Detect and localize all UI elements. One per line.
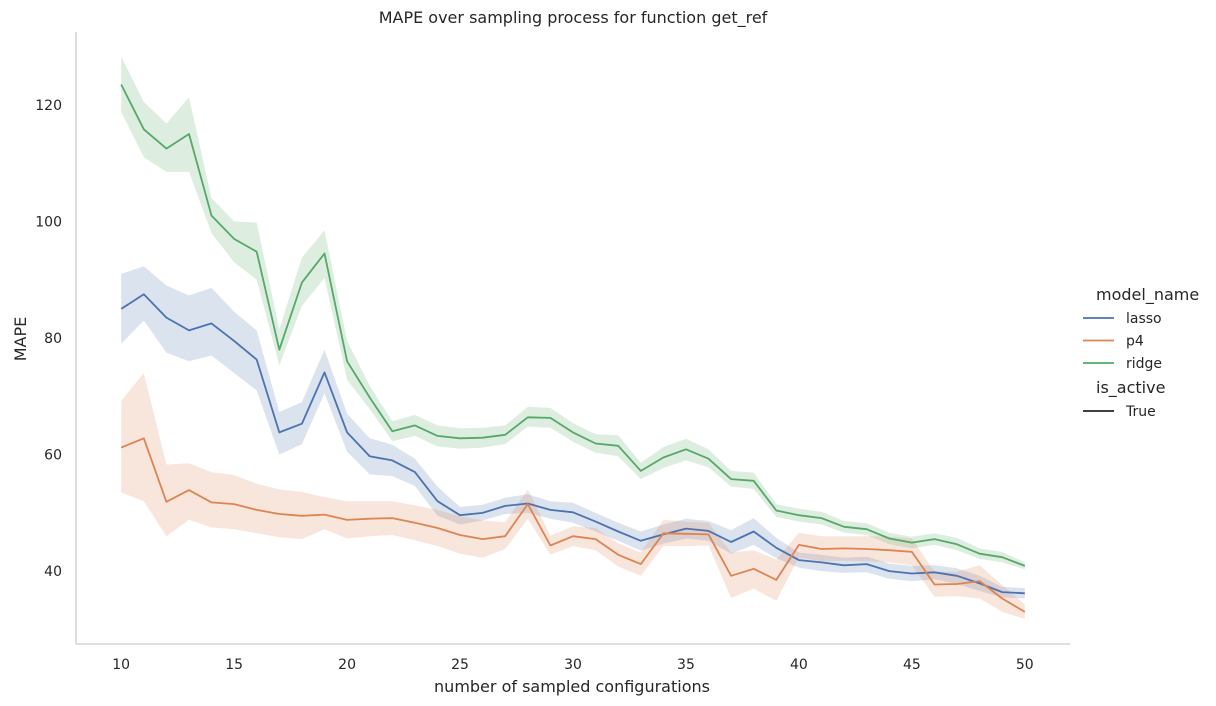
- x-tick-label: 40: [790, 657, 808, 673]
- legend-title-model-name: model_name: [1096, 285, 1199, 305]
- x-axis-label: number of sampled configurations: [434, 677, 710, 696]
- legend-label-lasso: lasso: [1126, 311, 1162, 327]
- x-tick-label: 30: [564, 657, 582, 673]
- y-tick-label: 80: [44, 331, 62, 347]
- y-tick-label: 60: [44, 448, 62, 464]
- series-line-lasso: [120, 293, 1025, 595]
- legend: model_name lasso p4 ridge is_active True: [1083, 285, 1199, 420]
- x-tick-label: 15: [225, 657, 243, 673]
- x-axis-ticks: 10 15 20 25 30 35 40 45 50: [112, 657, 1033, 673]
- ci-band-lasso: [121, 266, 1025, 599]
- confidence-bands: [121, 56, 1025, 619]
- legend-entries: lasso p4 ridge: [1083, 311, 1162, 372]
- x-tick-label: 20: [338, 657, 356, 673]
- x-tick-label: 35: [677, 657, 695, 673]
- y-tick-label: 120: [35, 98, 62, 114]
- y-tick-label: 40: [44, 564, 62, 580]
- chart-title: MAPE over sampling process for function …: [379, 8, 768, 28]
- y-axis-ticks: 40 60 80 100 120: [35, 98, 62, 580]
- y-axis-label: MAPE: [11, 317, 30, 362]
- series-line-p4: [120, 437, 1026, 613]
- legend-style-label: True: [1125, 404, 1156, 420]
- y-tick-label: 100: [35, 214, 62, 230]
- legend-title-is-active: is_active: [1096, 378, 1165, 398]
- ci-band-p4: [121, 373, 1025, 619]
- x-tick-label: 45: [903, 657, 921, 673]
- series-lines: [120, 84, 1026, 613]
- legend-label-ridge: ridge: [1126, 356, 1162, 372]
- x-tick-label: 10: [112, 657, 130, 673]
- legend-label-p4: p4: [1126, 334, 1144, 350]
- x-tick-label: 50: [1016, 657, 1034, 673]
- series-line-ridge: [120, 84, 1026, 567]
- x-tick-label: 25: [451, 657, 469, 673]
